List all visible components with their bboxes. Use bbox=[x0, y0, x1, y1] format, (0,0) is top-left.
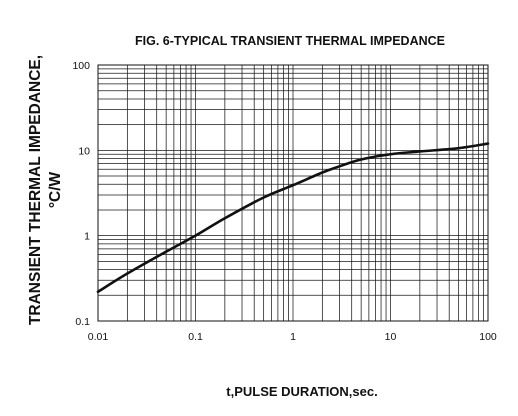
chart-title: FIG. 6-TYPICAL TRANSIENT THERMAL IMPEDAN… bbox=[135, 34, 445, 48]
y-axis-label: TRANSIENT THERMAL IMPEDANCE, °C/W bbox=[27, 55, 64, 325]
y-tick-label: 0.1 bbox=[75, 316, 90, 328]
series-line bbox=[96, 142, 490, 294]
x-tick-label: 100 bbox=[479, 331, 497, 343]
y-tick-label: 1 bbox=[84, 231, 90, 243]
x-tick-label: 0.01 bbox=[88, 331, 109, 343]
y-axis-label-line1: TRANSIENT THERMAL IMPEDANCE, bbox=[27, 55, 44, 325]
x-axis-label: t,PULSE DURATION,sec. bbox=[226, 384, 377, 399]
y-tick-label: 100 bbox=[72, 60, 90, 72]
x-tick-label: 0.1 bbox=[188, 331, 203, 343]
plot-frame bbox=[97, 64, 489, 322]
x-tick-label: 1 bbox=[290, 331, 296, 343]
grid bbox=[97, 65, 488, 322]
x-tick-label: 10 bbox=[385, 331, 397, 343]
tick-labels: 0.01 0.1 1 10 100 0.1 1 10 100 bbox=[72, 60, 496, 343]
y-axis-label-line2: °C/W bbox=[47, 171, 64, 208]
y-tick-label: 10 bbox=[78, 145, 90, 157]
